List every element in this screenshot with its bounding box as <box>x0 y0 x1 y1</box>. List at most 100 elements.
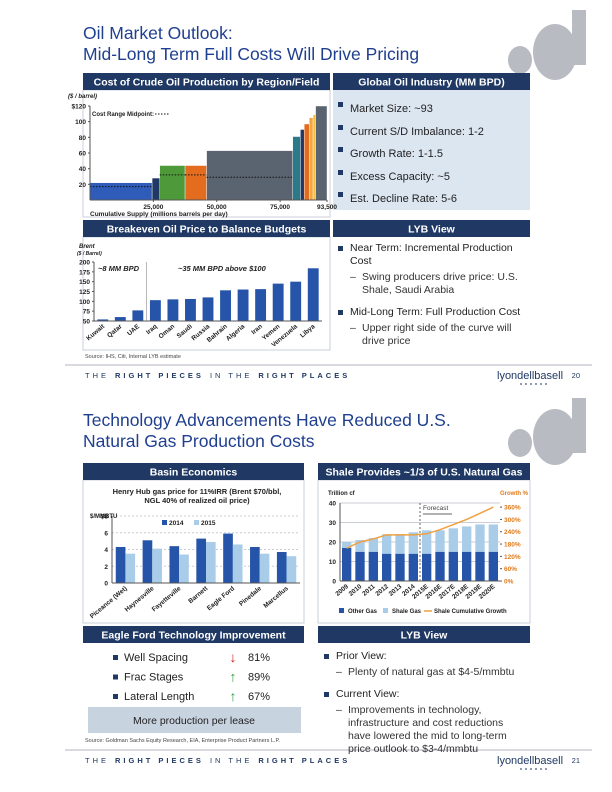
x-tick-label: 93,500 <box>317 204 337 211</box>
y-tick-label: 10 <box>329 559 337 566</box>
stacked-bar <box>382 553 392 581</box>
bar <box>290 281 302 321</box>
bar <box>142 540 153 583</box>
stacked-bar <box>395 553 405 581</box>
sub-bullet: Upper right side of the curve will drive… <box>350 322 526 348</box>
y-tick-label: 120% <box>504 554 521 561</box>
y-tick-label: 4 <box>104 547 108 554</box>
bar <box>185 298 196 321</box>
stacked-bar <box>342 547 352 581</box>
bullet: Mid-Long Term: Full Production Cost Upper… <box>338 306 526 348</box>
sub-bullet: Improvements in technology, infrastructu… <box>336 704 528 756</box>
slide-title: Oil Market Outlook: <box>83 23 233 43</box>
legend-swatch <box>162 520 167 525</box>
stacked-bar <box>355 540 365 552</box>
cost-block <box>315 105 328 201</box>
y-tick-label: 240% <box>504 529 521 536</box>
tagline: THE RIGHT PIECES IN THE RIGHT PLACES <box>85 371 350 380</box>
y-tick-label: 100 <box>75 119 86 126</box>
stacked-bar <box>368 538 378 552</box>
y-tick-label: 100 <box>79 299 90 306</box>
stacked-bar <box>408 553 418 581</box>
improvement-change: 81% <box>248 652 270 664</box>
panel <box>333 90 530 210</box>
legend-swatch <box>339 608 344 613</box>
improvement-arrow: ↑ <box>230 669 237 685</box>
y-tick-label: 75 <box>83 309 91 316</box>
annotation: ~35 MM BPD above $100 <box>178 264 267 273</box>
bullet: Current S/D Imbalance: 1-2 <box>338 121 528 144</box>
x-axis-label: Cumulative Supply (millions barrels per … <box>90 211 228 218</box>
section-header: LYB View <box>401 630 449 642</box>
bar <box>255 289 267 321</box>
chart-title: Henry Hub gas price for 11%IRR (Brent $7… <box>112 487 282 505</box>
x-tick-label: 75,000 <box>270 204 290 211</box>
tagline-part: IN THE <box>210 371 252 380</box>
section-header-bg <box>318 463 530 480</box>
cost-block <box>309 117 314 201</box>
legend-label: 2014 <box>169 520 184 527</box>
cost-block <box>184 165 207 201</box>
bar <box>272 283 284 321</box>
section-header: LYB View <box>408 224 456 236</box>
x-tick-label: 25,000 <box>143 204 163 211</box>
source: Source: Goldman Sachs Equity Research, E… <box>85 738 280 744</box>
y-tick-label: 0 <box>104 581 108 588</box>
bullet-text: Current View: <box>336 688 400 700</box>
bar <box>179 554 189 583</box>
y-tick-label: $8 <box>101 514 109 521</box>
section-header-bg <box>333 73 530 90</box>
bullet: Market Size: ~93 <box>338 98 528 121</box>
growth-line <box>346 506 494 549</box>
y-tick-label: 30 <box>329 520 337 527</box>
section-header-bg <box>318 626 530 643</box>
tagline-part: RIGHT PIECES <box>115 756 204 765</box>
stacked-bar <box>382 534 392 554</box>
slide-title: Mid-Long Term Full Costs Will Drive Pric… <box>83 44 419 64</box>
y2-axis-label: Growth % <box>500 491 529 497</box>
chess-decoration <box>508 10 586 465</box>
view-list: Near Term: Incremental Production Cost Sw… <box>338 242 526 357</box>
cost-block <box>312 114 316 201</box>
bullet: Near Term: Incremental Production Cost Sw… <box>338 242 526 297</box>
stacked-bar <box>435 551 445 581</box>
bullet: Growth Rate: 1-1.5 <box>338 143 528 166</box>
stacked-bar <box>342 542 352 548</box>
bar <box>259 553 270 583</box>
y-axis-unit: ($ / Barrel) <box>77 251 102 257</box>
bullet: Current View: Improvements in technology,… <box>324 688 528 756</box>
section-header: Global Oil Industry (MM BPD) <box>358 77 504 89</box>
section-header-bg <box>83 626 304 643</box>
bar <box>152 548 162 583</box>
bar <box>125 553 136 583</box>
section-header-bg <box>83 73 330 90</box>
y-tick-label: 6 <box>104 530 108 537</box>
view-list: Prior View: Plenty of natural gas at $4-5… <box>324 650 528 765</box>
bar <box>169 546 180 583</box>
cost-block <box>303 123 310 201</box>
legend-swatch <box>383 608 388 613</box>
bar <box>115 546 126 583</box>
y-tick-label: 360% <box>504 505 521 512</box>
bar <box>206 541 216 583</box>
cost-block <box>206 150 293 201</box>
stacked-bar <box>475 524 485 552</box>
stacked-bar <box>488 524 498 552</box>
bullet-marker <box>113 694 118 699</box>
y-tick-label: $120 <box>72 104 87 111</box>
tagline-part: THE <box>85 756 109 765</box>
bar <box>276 552 287 583</box>
stacked-bar <box>395 534 405 554</box>
page-number: 20 <box>572 371 580 380</box>
y-tick-label: 125 <box>79 289 90 296</box>
y-tick-label: 40 <box>79 166 87 173</box>
bar <box>250 546 260 583</box>
stacked-bar <box>435 530 445 552</box>
note-box <box>88 707 301 733</box>
tagline-part: RIGHT PLACES <box>258 756 350 765</box>
bar <box>97 319 109 321</box>
bar <box>232 544 243 583</box>
improvement-change: 89% <box>248 672 270 684</box>
